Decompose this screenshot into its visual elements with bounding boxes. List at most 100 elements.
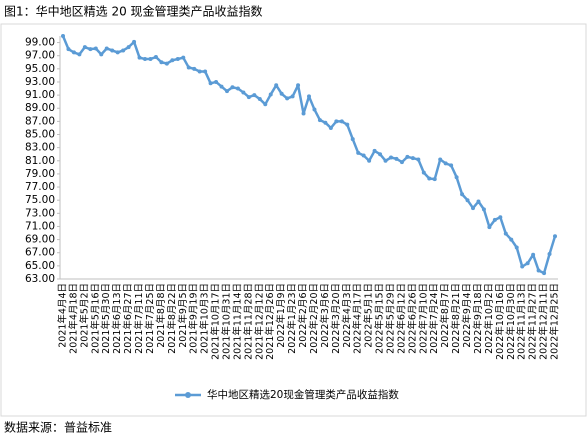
x-tick-label: 2022年9月4日 xyxy=(461,283,473,348)
x-tick-label: 2021年5月30日 xyxy=(100,283,112,354)
y-tick-label: 77.00 xyxy=(25,181,55,193)
point xyxy=(345,122,350,127)
point xyxy=(214,79,219,84)
x-tick-label: 2021年10月17日 xyxy=(210,283,222,360)
x-tick-label: 2022年2月6日 xyxy=(297,283,309,348)
point xyxy=(514,245,519,250)
point xyxy=(301,111,306,116)
x-tick-label: 2022年10月2日 xyxy=(483,283,495,354)
point xyxy=(356,150,361,155)
x-tick-label: 2021年12月12日 xyxy=(253,283,265,360)
point xyxy=(208,81,213,86)
point xyxy=(132,39,137,44)
point xyxy=(66,47,71,52)
point xyxy=(126,45,131,50)
point xyxy=(378,152,383,157)
point xyxy=(104,46,109,51)
point xyxy=(498,215,503,220)
point xyxy=(88,47,93,52)
x-tick-label: 2021年6月27日 xyxy=(122,283,134,354)
x-tick-label: 2022年6月26日 xyxy=(406,283,418,354)
point xyxy=(164,61,169,66)
point xyxy=(547,252,552,257)
x-tick-label: 2022年1月9日 xyxy=(275,283,287,348)
point xyxy=(317,118,322,123)
point xyxy=(476,199,481,204)
point xyxy=(553,234,557,239)
x-tick-label: 2022年12月25日 xyxy=(549,283,561,360)
x-tick-label: 2021年12月26日 xyxy=(264,283,276,360)
x-tick-label: 2021年9月5日 xyxy=(177,283,189,348)
y-tick-label: 91.00 xyxy=(25,89,55,101)
point xyxy=(257,97,262,102)
point xyxy=(399,160,404,165)
y-tick-label: 85.00 xyxy=(25,129,55,141)
point xyxy=(296,83,301,88)
point xyxy=(203,69,208,74)
x-tick-label: 2021年7月25日 xyxy=(144,283,156,354)
point xyxy=(186,65,191,70)
x-tick-label: 2021年7月11日 xyxy=(133,283,145,354)
x-tick-label: 2022年7月24日 xyxy=(428,283,440,354)
point xyxy=(110,48,115,53)
y-tick-label: 95.00 xyxy=(25,63,55,75)
point xyxy=(471,206,475,211)
point xyxy=(449,163,454,168)
y-tick-label: 67.00 xyxy=(25,247,55,259)
point xyxy=(487,225,492,230)
chart-title: 图1：华中地区精选 20 现金管理类产品收益指数 xyxy=(4,4,263,19)
point xyxy=(372,148,377,153)
point xyxy=(115,50,120,55)
x-tick-label: 2021年9月19日 xyxy=(188,283,200,354)
legend-label: 华中地区精选20现金管理类产品收益指数 xyxy=(207,388,399,401)
point xyxy=(93,46,98,51)
y-tick-label: 89.00 xyxy=(25,102,55,114)
point xyxy=(509,237,514,242)
source: 数据来源：普益标准 xyxy=(4,420,112,435)
x-tick-label: 2021年8月22日 xyxy=(166,283,178,354)
point xyxy=(350,137,355,142)
point xyxy=(241,90,246,95)
y-tick-label: 81.00 xyxy=(25,155,55,167)
y-tick-label: 79.00 xyxy=(25,168,55,180)
point xyxy=(175,56,180,61)
y-tick-label: 75.00 xyxy=(25,194,55,206)
x-tick-label: 2022年5月1日 xyxy=(363,283,375,348)
point xyxy=(181,55,186,60)
point xyxy=(290,94,295,99)
point xyxy=(334,119,339,124)
point xyxy=(246,95,251,100)
x-tick-label: 2021年11月14日 xyxy=(231,283,243,360)
point xyxy=(503,231,508,236)
y-tick-label: 87.00 xyxy=(25,115,55,127)
x-tick-label: 2022年6月12日 xyxy=(395,283,407,354)
point xyxy=(460,192,465,197)
point xyxy=(82,45,87,50)
y-tick-label: 99.00 xyxy=(25,37,55,49)
point xyxy=(268,92,273,97)
x-tick-label: 2021年11月28日 xyxy=(242,283,254,360)
chart-frame xyxy=(0,23,587,417)
point xyxy=(531,252,536,257)
point xyxy=(520,264,525,269)
y-tick-label: 97.00 xyxy=(25,50,55,62)
point xyxy=(432,177,437,182)
point xyxy=(367,158,372,163)
point xyxy=(225,89,229,94)
y-tick-label: 69.00 xyxy=(25,234,55,246)
point xyxy=(536,268,541,273)
point xyxy=(465,198,470,203)
point xyxy=(137,55,142,60)
x-tick-label: 2022年10月30日 xyxy=(505,283,517,360)
point xyxy=(492,217,497,222)
y-tick-label: 73.00 xyxy=(25,207,55,219)
x-tick-label: 2021年5月2日 xyxy=(78,283,90,348)
point xyxy=(438,157,443,162)
point xyxy=(99,52,104,57)
point xyxy=(77,52,82,57)
x-tick-label: 2022年11月13日 xyxy=(516,283,528,360)
point xyxy=(454,175,459,180)
x-tick-label: 2022年5月29日 xyxy=(385,283,397,354)
y-tick-label: 71.00 xyxy=(25,220,55,232)
